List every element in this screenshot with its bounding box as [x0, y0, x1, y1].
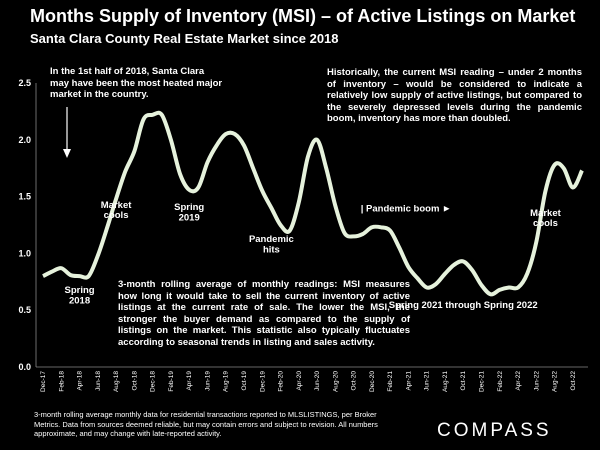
x-tick-label: Feb-20 [278, 371, 285, 392]
x-tick-label: Jun-19 [204, 371, 211, 391]
x-tick-label: Dec-17 [40, 371, 47, 392]
x-tick-label: Aug-19 [223, 371, 230, 392]
chart-annotation: Pandemic [249, 234, 294, 245]
x-tick-label: Jun-21 [424, 371, 431, 391]
x-axis: Dec-17 Feb-18 Apr-18 Jun-18 Aug-18 Oct-18 Dec-… [36, 366, 588, 392]
chart-title: Months Supply of Inventory (MSI) – of Ac… [30, 6, 576, 26]
x-tick-label: Apr-21 [405, 371, 412, 391]
x-tick-label: Apr-18 [77, 371, 84, 391]
x-tick-label: Jun-20 [314, 371, 321, 391]
chart-annotation: | Pandemic boom ► [361, 203, 452, 214]
x-tick-label: Jun-18 [95, 371, 102, 391]
chart-annotation: cools [533, 218, 558, 229]
note-msi-definition: 3-month rolling average of monthly readi… [118, 279, 410, 348]
x-tick-label: Oct-19 [241, 371, 248, 391]
pointer-arrowhead [63, 149, 71, 158]
x-tick-label: Apr-20 [296, 371, 303, 391]
chart-annotation: cools [104, 210, 129, 221]
y-tick-label: 2.0 [18, 135, 31, 145]
x-tick-label: Feb-19 [168, 371, 175, 392]
x-tick-label: Oct-20 [351, 371, 358, 391]
x-tick-label: Aug-18 [113, 371, 120, 392]
chart-annotation: Spring 2021 through Spring 2022 [389, 300, 538, 311]
series-line [42, 110, 584, 297]
chart-annotation: Market [101, 200, 132, 211]
y-tick-label: 2.5 [18, 78, 31, 88]
x-tick-label: Feb-18 [58, 371, 65, 392]
x-tick-label: Dec-21 [479, 371, 486, 392]
x-tick-label: Feb-21 [387, 371, 394, 392]
y-axis: 0.0 0.5 1.0 1.5 2.0 2.5 [18, 78, 37, 372]
x-tick-label: Oct-18 [131, 371, 138, 391]
y-tick-label: 0.0 [18, 362, 31, 372]
x-tick-label: Dec-19 [259, 371, 266, 392]
note-historic: Historically, the current MSI reading – … [327, 67, 582, 124]
chart-annotation: Market [530, 208, 561, 219]
y-tick-label: 0.5 [18, 305, 31, 315]
chart-annotation: Spring [64, 285, 94, 296]
annotations: Spring2018MarketcoolsSpring2019Pandemich… [64, 200, 561, 311]
x-tick-label: Apr-19 [186, 371, 193, 391]
chart-subtitle: Santa Clara County Real Estate Market si… [30, 31, 339, 46]
x-tick-label: Jun-22 [533, 371, 540, 391]
x-tick-label: Feb-22 [497, 371, 504, 392]
compass-logo: COMPASS [437, 420, 552, 441]
y-tick-label: 1.0 [18, 248, 31, 258]
x-tick-label: Apr-22 [515, 371, 522, 391]
chart-annotation: Spring [174, 202, 204, 213]
x-tick-label: Dec-20 [369, 371, 376, 392]
x-tick-label: Aug-21 [442, 371, 449, 392]
x-tick-label: Oct-22 [570, 371, 577, 391]
x-tick-label: Dec-18 [150, 371, 157, 392]
chart-annotation: 2019 [179, 212, 200, 223]
x-tick-label: Aug-22 [552, 371, 559, 392]
x-tick-label: Aug-20 [332, 371, 339, 392]
chart-annotation: 2018 [69, 295, 90, 306]
note-2018: In the 1st half of 2018, Santa Clara may… [50, 66, 223, 100]
x-tick-label: Oct-21 [460, 371, 467, 391]
footer-disclaimer: 3-month rolling average monthly data for… [34, 410, 378, 438]
chart-annotation: hits [263, 244, 280, 255]
y-tick-label: 1.5 [18, 192, 31, 202]
